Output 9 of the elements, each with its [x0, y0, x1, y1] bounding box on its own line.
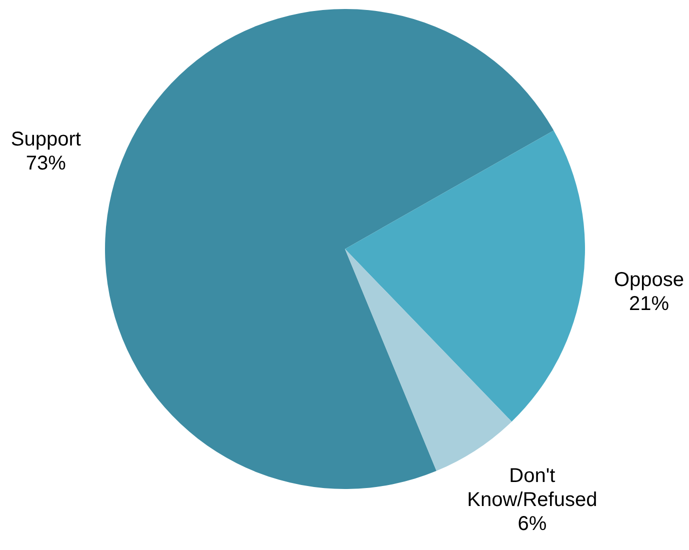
slice-label: Oppose	[614, 268, 684, 291]
pie-slice	[345, 249, 512, 471]
pie-slice	[105, 9, 554, 489]
slice-label: Don't Know/Refused	[467, 465, 598, 512]
data-label: 73%	[26, 152, 66, 174]
data-label: 21%	[628, 292, 670, 315]
slice-label: Support	[10, 128, 82, 150]
data-label: 6%	[518, 513, 547, 536]
pie-slice	[345, 130, 585, 422]
